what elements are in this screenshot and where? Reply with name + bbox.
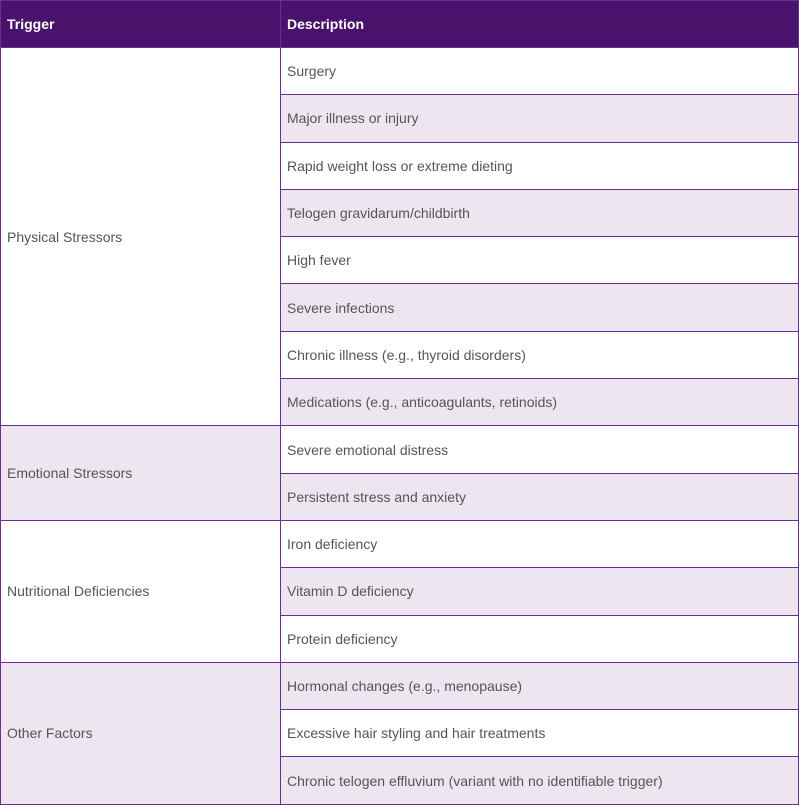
table-row: Excessive hair styling and hair treatmen… xyxy=(1,709,799,758)
table-row: Chronic telogen effluvium (variant with … xyxy=(1,756,799,805)
description-cell: Telogen gravidarum/childbirth xyxy=(280,188,799,238)
description-cell: Excessive hair styling and hair treatmen… xyxy=(280,709,799,758)
header-description: Description xyxy=(280,0,799,48)
table-row: Physical Stressors Surgery xyxy=(0,46,799,427)
header-row: Trigger Description xyxy=(0,0,799,48)
table-row: Protein deficiency xyxy=(1,614,799,663)
table-row: Nutritional Deficiencies Iron deficiency xyxy=(0,519,799,663)
description-cell: Iron deficiency xyxy=(280,519,799,569)
description-cell: Major illness or injury xyxy=(280,94,799,143)
trigger-cell: Nutritional Deficiencies xyxy=(0,519,281,663)
table-row: Rapid weight loss or extreme dieting xyxy=(1,141,799,190)
description-cell: Chronic illness (e.g., thyroid disorders… xyxy=(280,330,799,380)
table-row: Major illness or injury xyxy=(1,94,799,143)
description-cell: Severe infections xyxy=(280,283,799,332)
description-cell: Surgery xyxy=(280,46,799,96)
trigger-cell: Emotional Stressors xyxy=(0,425,281,521)
table-row: Chronic illness (e.g., thyroid disorders… xyxy=(1,330,799,380)
description-cell: Medications (e.g., anticoagulants, retin… xyxy=(280,378,799,427)
table-row: Medications (e.g., anticoagulants, retin… xyxy=(1,378,799,427)
table-row: Vitamin D deficiency xyxy=(1,567,799,616)
trigger-cell: Physical Stressors xyxy=(0,46,281,427)
description-cell: Severe emotional distress xyxy=(280,425,799,474)
description-cell: High fever xyxy=(280,236,799,285)
table-row: Telogen gravidarum/childbirth xyxy=(1,188,799,238)
table-row: Emotional Stressors Severe emotional dist… xyxy=(0,425,799,521)
description-cell: Chronic telogen effluvium (variant with … xyxy=(280,756,799,805)
description-cell: Vitamin D deficiency xyxy=(280,567,799,616)
table-row: High fever xyxy=(1,236,799,285)
table-row: Other Factors Hormonal changes (e.g., men… xyxy=(0,661,799,805)
description-cell: Rapid weight loss or extreme dieting xyxy=(280,141,799,190)
table-row: Severe infections xyxy=(1,283,799,332)
description-cell: Hormonal changes (e.g., menopause) xyxy=(280,661,799,711)
table-row: Persistent stress and anxiety xyxy=(1,472,799,521)
trigger-cell: Other Factors xyxy=(0,661,281,805)
description-cell: Protein deficiency xyxy=(280,614,799,663)
description-cell: Persistent stress and anxiety xyxy=(280,472,799,521)
header-trigger: Trigger xyxy=(0,0,281,48)
